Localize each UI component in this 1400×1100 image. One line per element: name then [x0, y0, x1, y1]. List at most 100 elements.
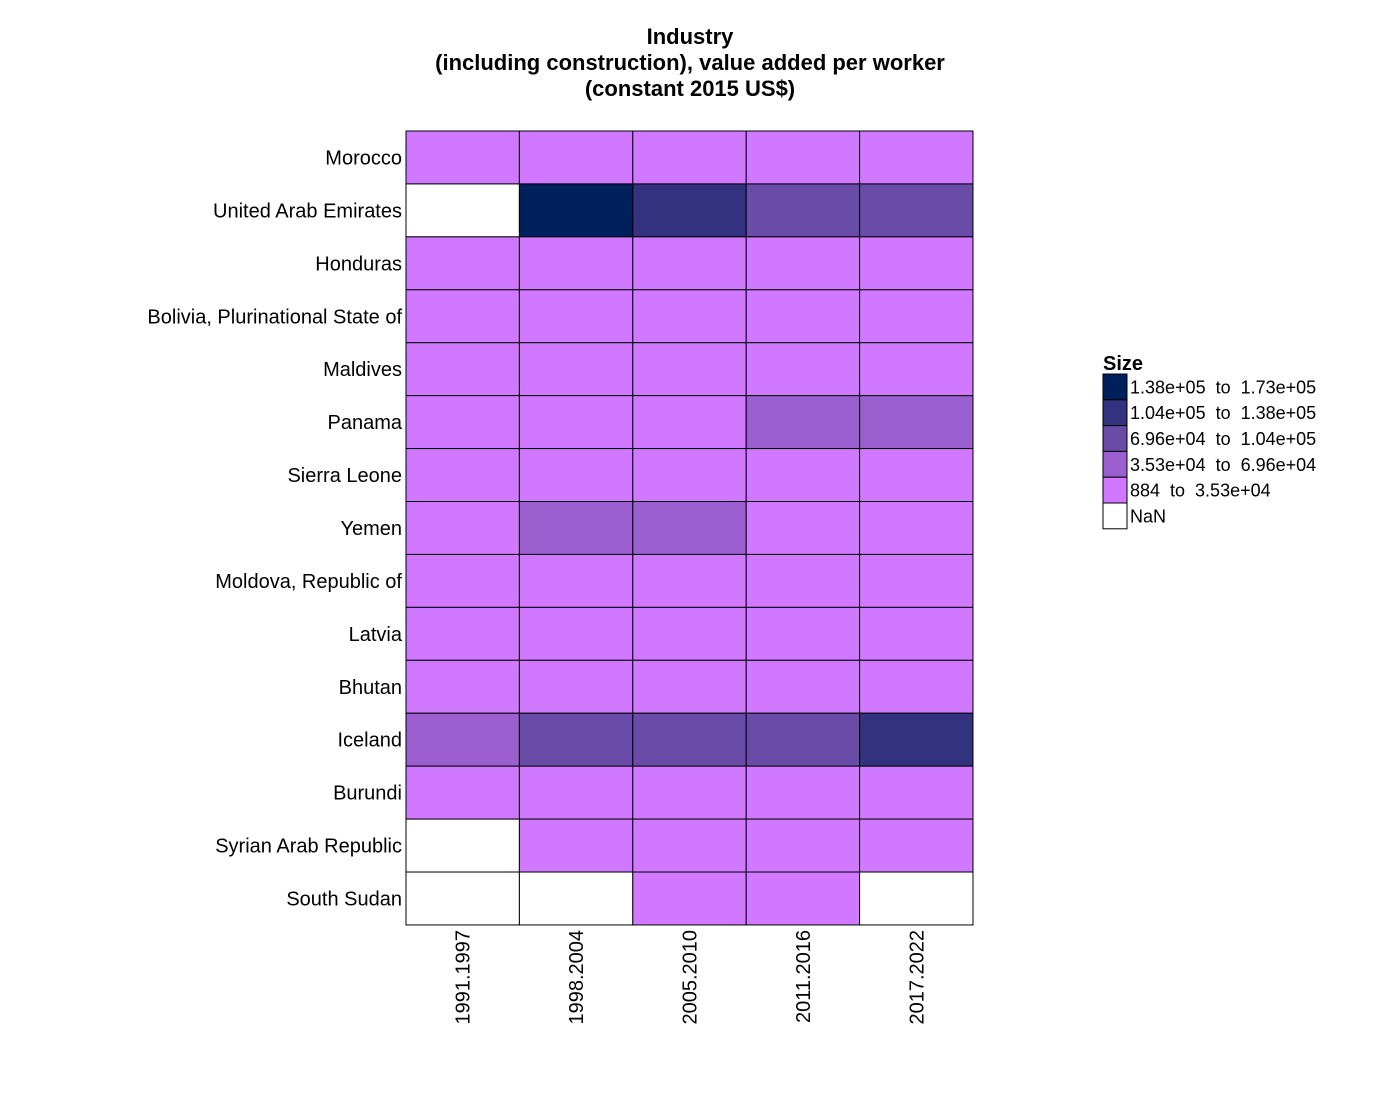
heatmap-cell	[859, 130, 974, 185]
column-label: 2005.2010	[680, 930, 702, 1025]
heatmap-cell	[518, 448, 634, 503]
legend-swatch	[1102, 502, 1128, 530]
heatmap-cell	[632, 448, 747, 503]
heatmap-cell	[745, 342, 861, 397]
legend-swatch	[1102, 373, 1128, 401]
row-label: Burundi	[333, 783, 402, 805]
heatmap-cell	[518, 606, 634, 661]
heatmap-cell	[405, 342, 520, 397]
heatmap-cell	[405, 130, 520, 185]
heatmap-cell	[859, 236, 974, 291]
heatmap-cell	[745, 183, 861, 238]
heatmap-cell	[405, 501, 520, 555]
row-label: Bolivia, Plurinational State of	[147, 306, 402, 328]
heatmap-cell	[518, 712, 634, 767]
heatmap-cell	[859, 659, 974, 714]
heatmap-cell	[745, 659, 861, 714]
heatmap-cell	[518, 818, 634, 873]
legend-label: NaN	[1130, 506, 1166, 526]
row-label: Moldova, Republic of	[215, 571, 402, 593]
heatmap-cell	[405, 765, 520, 820]
heatmap-cell	[745, 448, 861, 503]
heatmap-cell	[632, 606, 747, 661]
heatmap-cell	[859, 501, 974, 555]
row-label: Syrian Arab Republic	[215, 836, 402, 858]
heatmap-cell	[859, 448, 974, 503]
heatmap-cell	[632, 765, 747, 820]
heatmap-cell	[405, 871, 520, 926]
chart-title-line: (including construction), value added pe…	[435, 50, 945, 75]
heatmap-cell	[518, 342, 634, 397]
heatmap-cell	[518, 130, 634, 185]
heatmap-cell	[405, 818, 520, 873]
heatmap-cell	[518, 659, 634, 714]
heatmap-cell	[632, 395, 747, 450]
legend-label: 6.96e+04 to 1.04e+05	[1130, 429, 1316, 449]
heatmap-cell	[518, 289, 634, 344]
heatmap-cell	[405, 659, 520, 714]
legend-swatch	[1102, 476, 1128, 504]
heatmap-cell	[745, 553, 861, 608]
heatmap-cell	[405, 236, 520, 291]
heatmap-cell	[518, 183, 634, 238]
heatmap-cell	[859, 765, 974, 820]
heatmap-cell	[632, 130, 747, 185]
heatmap-cell	[859, 871, 974, 926]
row-label: Sierra Leone	[287, 465, 402, 487]
row-label: Maldives	[323, 359, 402, 381]
heatmap-cell	[632, 236, 747, 291]
heatmap-cell	[859, 395, 974, 450]
heatmap-cell	[859, 818, 974, 873]
heatmap-cell	[745, 818, 861, 873]
heatmap-cell	[859, 342, 974, 397]
heatmap-cell	[745, 765, 861, 820]
row-label: South Sudan	[286, 888, 402, 910]
heatmap-cell	[518, 236, 634, 291]
legend-label: 884 to 3.53e+04	[1130, 481, 1271, 501]
heatmap-cell	[405, 606, 520, 661]
legend-swatch	[1102, 425, 1128, 452]
heatmap-cell	[632, 871, 747, 926]
column-label: 2017.2022	[906, 930, 928, 1025]
row-label: Panama	[328, 412, 403, 434]
row-label: Yemen	[340, 518, 402, 540]
heatmap-cell	[518, 395, 634, 450]
row-label: Bhutan	[339, 677, 402, 699]
heatmap-cell	[745, 501, 861, 555]
heatmap-cell	[405, 289, 520, 344]
legend-swatch	[1102, 450, 1128, 478]
heatmap-cell	[518, 765, 634, 820]
heatmap-cell	[745, 289, 861, 344]
chart-title-line: (constant 2015 US$)	[585, 76, 795, 101]
legend-label: 3.53e+04 to 6.96e+04	[1130, 455, 1316, 475]
row-label: Latvia	[349, 624, 403, 646]
column-label: 1998.2004	[566, 930, 588, 1025]
heatmap-cell	[745, 606, 861, 661]
heatmap-cell	[745, 712, 861, 767]
heatmap-cell	[745, 871, 861, 926]
heatmap-cell	[632, 659, 747, 714]
heatmap-cell	[859, 553, 974, 608]
heatmap-cell	[745, 236, 861, 291]
heatmap-cell	[405, 712, 520, 767]
column-label: 2011.2016	[793, 930, 815, 1023]
heatmap-cells	[405, 130, 974, 926]
heatmap-cell	[518, 871, 634, 926]
heatmap-cell	[518, 553, 634, 608]
row-label: Iceland	[338, 730, 403, 752]
legend-label: 1.38e+05 to 1.73e+05	[1130, 377, 1316, 397]
heatmap-cell	[632, 289, 747, 344]
heatmap-cell	[632, 501, 747, 555]
heatmap-cell	[405, 448, 520, 503]
heatmap-cell	[632, 818, 747, 873]
legend-swatch	[1102, 399, 1128, 427]
heatmap-cell	[518, 501, 634, 555]
row-label: Morocco	[325, 147, 402, 169]
heatmap-cell	[745, 130, 861, 185]
heatmap-cell	[632, 553, 747, 608]
column-label: 1991.1997	[453, 930, 475, 1025]
row-label: United Arab Emirates	[213, 200, 402, 222]
heatmap-cell	[859, 712, 974, 767]
heatmap-cell	[405, 553, 520, 608]
